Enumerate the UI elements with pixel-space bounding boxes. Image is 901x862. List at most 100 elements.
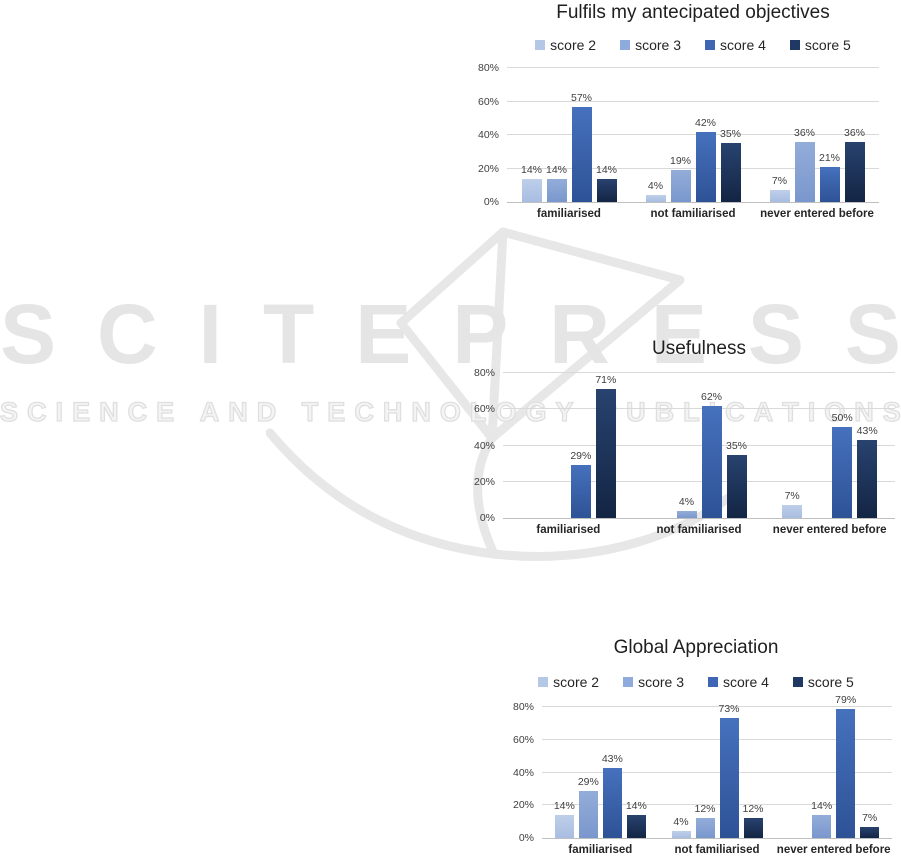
bar-slot: 7% (767, 68, 792, 202)
chart-usefulness: Usefulness 0% 20% 40% 60% 80% 29% 71% 4% 62% 35% 7%… (455, 338, 895, 536)
gridline (542, 771, 892, 773)
bar-slot: 35% (718, 68, 743, 202)
chart-plot-body: 0% 20% 40% 60% 80% 14% 14% 57% 14% 4% 19% 42% 35% 7% 3… (467, 62, 879, 208)
bar-groups: 14% 14% 57% 14% 4% 19% 42% 35% 7% 36% 21% 36% (507, 68, 879, 202)
watermark-letter: C (354, 397, 375, 427)
bar-value-label: 19% (669, 155, 692, 168)
bar-value-label: 21% (818, 151, 841, 164)
chart-global-appreciation: Global Appreciation score 2 score 3 score 4… (500, 637, 892, 856)
bar-score-4-never-entered-before (832, 427, 853, 518)
bar-value-label: 7% (771, 175, 788, 188)
category-label-familiarised: familiarised (568, 844, 633, 856)
legend-swatch-icon (708, 677, 718, 687)
x-axis-category-labels: familiarised not familiarised never entere… (542, 844, 892, 856)
bar-score-3-not-familiarised (695, 818, 715, 838)
y-axis-tick-label: 40% (477, 129, 499, 141)
category-label-familiarised: familiarised (536, 524, 601, 536)
category-label-not-familiarised: not familiarised (656, 524, 742, 536)
y-axis-tick-label: 20% (473, 475, 495, 488)
bar-score-5-familiarised (596, 178, 617, 202)
gridline (507, 134, 879, 135)
bar-group-familiarised: 14% 29% 43% 14% (542, 707, 659, 838)
y-axis: 0% 20% 40% 60% 80% (467, 62, 507, 208)
bar-slot: 19% (668, 68, 693, 202)
watermark-letter: N (228, 397, 249, 427)
bar-slot: 42% (693, 68, 718, 202)
bar-score-5-not-familiarised (726, 454, 747, 518)
category-label-not-familiarised: not familiarised (650, 208, 736, 220)
bar-group-not-familiarised: 4% 62% 35% (634, 373, 765, 518)
bar-value-label: 14% (811, 800, 833, 813)
gridline (542, 706, 892, 707)
bar-value-label: 14% (625, 800, 647, 813)
y-axis-tick-label: 20% (512, 799, 534, 812)
watermark-letter: E (155, 397, 175, 427)
bar-value-label: 73% (718, 703, 740, 716)
watermark-letter: I (807, 397, 816, 427)
legend-item-score-2: score 2 (538, 674, 599, 690)
plot-area: 14% 14% 57% 14% 4% 19% 42% 35% 7% 36% 21% 36% (507, 67, 879, 203)
y-axis-tick-label: 60% (473, 403, 495, 416)
y-axis-tick-label: 80% (473, 367, 495, 379)
bar-value-label: 62% (700, 390, 723, 403)
bar-value-label: 4% (647, 180, 664, 193)
bar-group-never-entered-before: 7% 36% 21% 36% (755, 68, 879, 202)
bar-score-4-never-entered-before (836, 708, 856, 838)
bar-score-2-never-entered-before (769, 190, 790, 202)
bar-slot (518, 373, 543, 518)
legend-swatch-icon (705, 40, 715, 50)
bar-slot: 43% (600, 707, 624, 838)
watermark-letter: C (97, 287, 158, 381)
watermark-letter: U (625, 397, 646, 427)
legend-label: score 5 (804, 37, 851, 53)
bar-value-label: 14% (545, 163, 568, 176)
bar-score-2-not-familiarised (645, 195, 666, 202)
bar-group-never-entered-before: 7% 50% 43% (764, 373, 895, 518)
legend-item-score-4: score 4 (705, 37, 766, 53)
legend-swatch-icon (535, 40, 546, 50)
chart-legend: score 2 score 3 score 4 score 5 (500, 673, 892, 691)
bar-slot: 73% (717, 703, 741, 838)
bar-score-5-familiarised (595, 389, 616, 518)
watermark-letter: N (411, 397, 432, 427)
watermark-letter: H (382, 397, 403, 427)
bar-score-4-familiarised (602, 767, 622, 838)
bar-value-label: 7% (862, 811, 878, 824)
legend-label: score 2 (553, 674, 600, 690)
bar-value-label: 43% (601, 752, 623, 765)
category-label-never-entered-before: never entered before (772, 524, 887, 536)
bar-groups: 14% 29% 43% 14% 4% 12% 73% 12% 14% 79% 7% (542, 694, 892, 838)
y-axis-tick-label: 80% (512, 701, 534, 713)
bar-value-label: 71% (595, 374, 617, 387)
bar-score-3-not-familiarised (676, 510, 697, 518)
legend-label: score 2 (550, 37, 597, 53)
bar-score-4-not-familiarised (695, 131, 716, 202)
bar-slot: 14% (544, 68, 569, 202)
legend-label: score 3 (635, 37, 681, 53)
watermark-letter: E (650, 287, 707, 381)
watermark-letter: E (355, 287, 412, 381)
gridline (542, 738, 892, 740)
bar-group-not-familiarised: 4% 12% 73% 12% (659, 703, 776, 838)
watermark-letter: A (753, 397, 774, 427)
legend-label: score 5 (807, 674, 854, 690)
bar-score-4-never-entered-before (819, 166, 840, 202)
y-axis-tick-label: 20% (477, 162, 499, 175)
bar-group-familiarised: 14% 14% 57% 14% (507, 68, 631, 202)
watermark-letter: S (0, 287, 57, 381)
plot-area: 14% 29% 43% 14% 4% 12% 73% 12% 14% 79% 7% (542, 694, 892, 839)
bar-slot: 14% (552, 707, 576, 838)
gridline (542, 804, 892, 806)
bar-slot: 43% (855, 373, 880, 518)
bar-group-not-familiarised: 4% 19% 42% 35% (631, 68, 755, 202)
watermark-letter: O (824, 397, 846, 427)
y-axis-tick-label: 0% (483, 196, 499, 208)
bar-slot: 36% (792, 68, 817, 202)
bar-value-label: 42% (694, 116, 717, 129)
watermark-letter (285, 399, 293, 426)
watermark-letter (183, 399, 191, 426)
bar-slot (649, 373, 674, 518)
watermark-letter: P (452, 287, 509, 381)
gridline (503, 372, 895, 373)
